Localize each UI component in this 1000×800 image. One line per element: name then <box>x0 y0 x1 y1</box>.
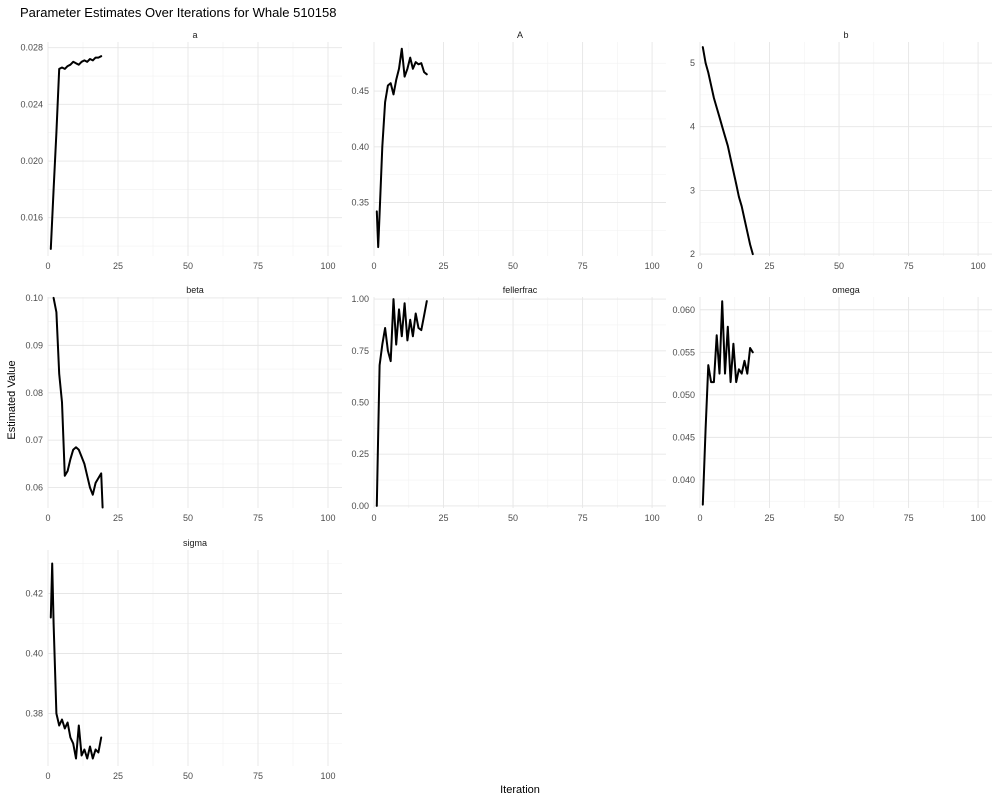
series-line-a <box>49 55 103 250</box>
series-line-omega <box>701 300 754 506</box>
panel-strip-label: b <box>843 30 848 40</box>
y-tick-label: 0.06 <box>25 483 43 493</box>
x-axis-title: Iteration <box>500 784 540 796</box>
y-tick-label: 0.42 <box>25 589 43 599</box>
y-tick-label: 0.040 <box>672 475 695 485</box>
x-tick-label: 50 <box>183 513 193 523</box>
x-tick-label: 25 <box>113 261 123 271</box>
x-tick-label: 25 <box>113 771 123 781</box>
y-tick-label: 0.020 <box>20 156 43 166</box>
x-tick-label: 25 <box>439 261 449 271</box>
y-tick-label: 0.08 <box>25 388 43 398</box>
y-tick-label: 0.028 <box>20 43 43 53</box>
x-tick-label: 100 <box>971 513 986 523</box>
y-tick-label: 0.10 <box>25 293 43 303</box>
panel-A: A 0 25 50 75 100 0.35 0.40 0.45 <box>351 30 666 271</box>
y-tick-label: 0.055 <box>672 347 695 357</box>
y-tick-label: 0.50 <box>351 398 369 408</box>
y-tick-label: 2 <box>690 249 695 259</box>
x-tick-label: 75 <box>253 261 263 271</box>
chart-title: Parameter Estimates Over Iterations for … <box>20 5 336 20</box>
series-line-b <box>701 46 754 256</box>
x-tick-label: 25 <box>113 513 123 523</box>
panel-omega: omega 0 25 50 75 100 0.040 0.045 0.050 0.055 0.060 <box>672 285 992 523</box>
y-tick-label: 0.024 <box>20 99 43 109</box>
y-tick-label: 0.40 <box>25 649 43 659</box>
panel-strip-label: A <box>517 30 523 40</box>
y-tick-label: 0.050 <box>672 390 695 400</box>
x-tick-label: 75 <box>904 261 914 271</box>
panel-beta: beta 0 25 50 75 100 0.06 0.07 0.08 0.09 0.10 <box>25 285 342 523</box>
x-tick-label: 50 <box>508 513 518 523</box>
panel-strip-label: fellerfrac <box>503 285 538 295</box>
x-tick-label: 0 <box>371 261 376 271</box>
y-tick-label: 0.00 <box>351 501 369 511</box>
y-tick-label: 0.40 <box>351 142 369 152</box>
x-tick-label: 25 <box>439 513 449 523</box>
x-tick-label: 50 <box>183 771 193 781</box>
x-tick-label: 0 <box>45 513 50 523</box>
x-tick-label: 0 <box>697 261 702 271</box>
x-tick-label: 100 <box>320 771 335 781</box>
y-tick-label: 5 <box>690 58 695 68</box>
panel-a: a 0 25 50 75 100 0.016 0.020 0.024 0.028 <box>20 30 342 271</box>
x-tick-label: 75 <box>578 513 588 523</box>
x-tick-label: 0 <box>371 513 376 523</box>
x-tick-label: 100 <box>320 261 335 271</box>
series-line-fellerfrac <box>375 298 428 507</box>
x-tick-label: 50 <box>183 261 193 271</box>
panel-fellerfrac: fellerfrac 0 25 50 75 100 0.00 0.25 0.50 0.75 1.00 <box>351 285 666 523</box>
y-tick-label: 0.45 <box>351 86 369 96</box>
x-tick-label: 0 <box>45 771 50 781</box>
x-tick-label: 50 <box>508 261 518 271</box>
x-tick-label: 100 <box>320 513 335 523</box>
x-tick-label: 0 <box>45 261 50 271</box>
x-tick-label: 100 <box>645 513 660 523</box>
x-tick-label: 75 <box>253 771 263 781</box>
series-line-sigma <box>49 562 103 760</box>
x-tick-label: 75 <box>253 513 263 523</box>
y-tick-label: 0.75 <box>351 346 369 356</box>
y-tick-label: 0.38 <box>25 709 43 719</box>
y-tick-label: 0.07 <box>25 435 43 445</box>
panel-strip-label: omega <box>832 285 860 295</box>
panel-sigma: sigma 0 25 50 75 100 0.38 0.40 0.42 <box>25 538 342 781</box>
x-tick-label: 75 <box>578 261 588 271</box>
y-tick-label: 0.35 <box>351 198 369 208</box>
x-tick-label: 100 <box>645 261 660 271</box>
x-tick-label: 25 <box>765 513 775 523</box>
x-tick-label: 50 <box>834 513 844 523</box>
y-tick-label: 0.016 <box>20 213 43 223</box>
y-tick-label: 0.09 <box>25 340 43 350</box>
x-tick-label: 100 <box>971 261 986 271</box>
panel-strip-label: a <box>192 30 197 40</box>
y-tick-label: 3 <box>690 185 695 195</box>
y-tick-label: 0.045 <box>672 432 695 442</box>
series-line-A <box>375 47 428 249</box>
y-tick-label: 4 <box>690 122 695 132</box>
y-axis-title: Estimated Value <box>6 360 18 439</box>
x-tick-label: 0 <box>697 513 702 523</box>
x-tick-label: 25 <box>765 261 775 271</box>
y-tick-label: 0.060 <box>672 305 695 315</box>
y-tick-label: 0.25 <box>351 449 369 459</box>
x-tick-label: 50 <box>834 261 844 271</box>
series-line-beta <box>52 296 104 509</box>
panel-strip-label: sigma <box>183 538 207 548</box>
panel-b: b 0 25 50 75 100 2 3 4 5 <box>690 30 992 271</box>
x-tick-label: 75 <box>904 513 914 523</box>
y-tick-label: 1.00 <box>351 294 369 304</box>
panel-strip-label: beta <box>186 285 204 295</box>
